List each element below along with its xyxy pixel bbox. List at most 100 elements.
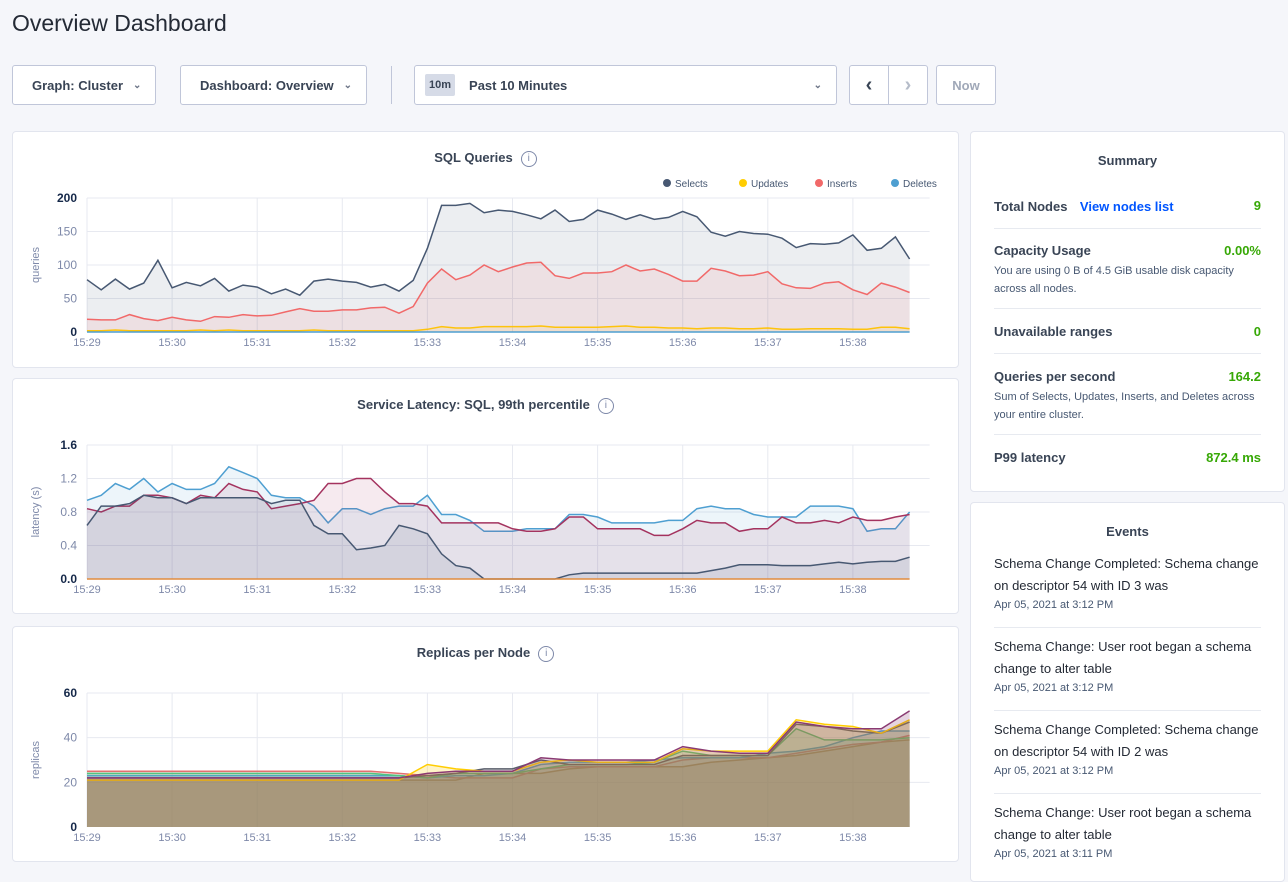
x-tick-label: 15:37 <box>754 584 782 596</box>
event-item[interactable]: Schema Change: User root began a schema … <box>994 805 1252 860</box>
y-tick-label: 20 <box>64 775 78 789</box>
series-area <box>87 739 910 827</box>
events-card: Events Schema Change Completed: Schema c… <box>970 502 1285 882</box>
series-area <box>87 326 910 332</box>
x-tick-label: 15:31 <box>243 584 271 596</box>
event-item[interactable]: Schema Change: User root began a schema … <box>994 636 1261 711</box>
event-item[interactable]: Schema Change Completed: Schema change o… <box>994 719 1261 794</box>
x-tick-label: 15:32 <box>329 337 357 349</box>
graph-select[interactable]: Graph: Cluster ⌄ <box>12 65 156 105</box>
legend-marker <box>891 179 899 187</box>
y-axis-label: replicas <box>30 741 42 779</box>
y-tick-label: 100 <box>57 258 77 272</box>
series-area <box>87 262 910 332</box>
replicas-per-node-card: Replicas per Node i 0 20 40 60 15:29 15:30 15:3… <box>12 626 959 862</box>
time-badge: 10m <box>425 74 456 96</box>
divider <box>391 66 392 104</box>
x-tick-label: 15:38 <box>839 584 867 596</box>
info-icon[interactable]: i <box>538 645 555 662</box>
x-tick-label: 15:35 <box>584 337 612 349</box>
chevron-down-icon: ⌄ <box>813 79 822 91</box>
x-tick-label: 15:30 <box>158 584 186 596</box>
x-tick-label: 15:37 <box>754 337 782 349</box>
y-tick-label: 1.6 <box>60 438 77 452</box>
series-area <box>87 466 910 579</box>
dashboard-select[interactable]: Dashboard: Overview ⌄ <box>180 65 367 105</box>
series-line <box>87 710 910 779</box>
legend-label: Deletes <box>903 179 937 190</box>
y-tick-label: 200 <box>57 191 77 205</box>
y-tick-label: 0.4 <box>60 539 77 553</box>
x-tick-label: 15:29 <box>73 584 101 596</box>
chart-title: Replicas per Node i <box>13 645 958 662</box>
x-tick-label: 15:33 <box>414 337 442 349</box>
chevron-down-icon: ⌄ <box>343 79 353 91</box>
series-area <box>87 710 910 827</box>
legend-label: Selects <box>675 179 708 190</box>
x-tick-label: 15:36 <box>669 337 697 349</box>
series-line <box>87 734 910 779</box>
x-tick-label: 15:29 <box>73 337 101 349</box>
series-area <box>87 478 910 579</box>
x-tick-label: 15:30 <box>158 832 186 844</box>
series-line <box>87 325 910 332</box>
x-tick-label: 15:38 <box>839 337 867 349</box>
event-item[interactable]: Schema Change Completed: Schema change o… <box>994 553 1261 628</box>
legend-label: Updates <box>751 179 788 190</box>
series-area <box>87 203 910 332</box>
sql-queries-chart: 0 50 100 150 200 15:29 15:30 15:31 15:32 15:33 15:… <box>30 179 937 349</box>
events-title: Events <box>1106 524 1149 539</box>
x-tick-label: 15:33 <box>414 584 442 596</box>
series-line <box>86 261 910 323</box>
x-tick-label: 15:30 <box>158 337 186 349</box>
x-tick-label: 15:31 <box>243 337 271 349</box>
info-icon[interactable]: i <box>520 150 537 167</box>
x-tick-label: 15:34 <box>499 832 527 844</box>
legend-marker <box>663 179 671 187</box>
x-tick-label: 15:32 <box>329 832 357 844</box>
y-tick-label: 0.8 <box>60 505 77 519</box>
replicas-chart: 0 20 40 60 15:29 15:30 15:31 15:32 15:33 15:34 15:… <box>30 686 930 844</box>
x-tick-label: 15:32 <box>329 584 357 596</box>
service-latency-chart: 0.0 0.4 0.8 1.2 1.6 15:29 15:30 15:31 15:32 15:33… <box>30 438 930 596</box>
chevron-down-icon: ⌄ <box>133 79 142 91</box>
previous-button[interactable]: ‹ <box>849 65 889 105</box>
chevron-right-icon: › <box>904 73 912 96</box>
summary-capacity: Capacity Usage 0.00% You are using 0 B o… <box>994 243 1261 309</box>
x-tick-label: 15:35 <box>584 832 612 844</box>
info-icon[interactable]: i <box>597 397 614 414</box>
x-tick-label: 15:38 <box>839 832 867 844</box>
x-tick-label: 15:37 <box>754 832 782 844</box>
series-area <box>87 731 910 827</box>
y-tick-label: 1.2 <box>60 472 77 486</box>
summary-qps: Queries per second 164.2 Sum of Selects,… <box>994 369 1261 435</box>
legend-marker <box>815 179 823 187</box>
series-area <box>87 495 910 579</box>
x-tick-label: 15:35 <box>584 584 612 596</box>
series-line <box>86 465 911 533</box>
y-tick-label: 0.0 <box>60 572 77 586</box>
x-tick-label: 15:36 <box>669 832 697 844</box>
y-tick-label: 40 <box>64 731 78 745</box>
chart-title: SQL Queries i <box>13 150 958 167</box>
next-button[interactable]: › <box>888 65 928 105</box>
y-axis-label: queries <box>30 246 42 283</box>
y-tick-label: 60 <box>64 686 78 700</box>
now-button[interactable]: Now <box>936 65 996 105</box>
x-tick-label: 15:33 <box>414 832 442 844</box>
series-line <box>87 730 910 779</box>
x-tick-label: 15:36 <box>669 584 697 596</box>
y-tick-label: 0 <box>70 820 77 834</box>
sql-queries-card: SQL Queries i 0 50 100 150 200 15:29 15:30 15:31… <box>12 131 959 368</box>
y-tick-label: 50 <box>64 292 78 306</box>
chart-title: Service Latency: SQL, 99th percentile i <box>13 397 958 414</box>
series-area <box>87 719 910 827</box>
summary-total-nodes: Total Nodes View nodes list 9 <box>994 198 1261 229</box>
y-tick-label: 150 <box>57 225 77 239</box>
chevron-left-icon: ‹ <box>865 73 873 96</box>
summary-unavailable-ranges: Unavailable ranges 0 <box>994 324 1261 354</box>
summary-p99: P99 latency 872.4 ms <box>994 450 1261 465</box>
series-area <box>87 722 910 827</box>
time-range-select[interactable]: 10m Past 10 Minutes ⌄ <box>414 65 837 105</box>
view-nodes-link[interactable]: View nodes list <box>1079 199 1174 214</box>
